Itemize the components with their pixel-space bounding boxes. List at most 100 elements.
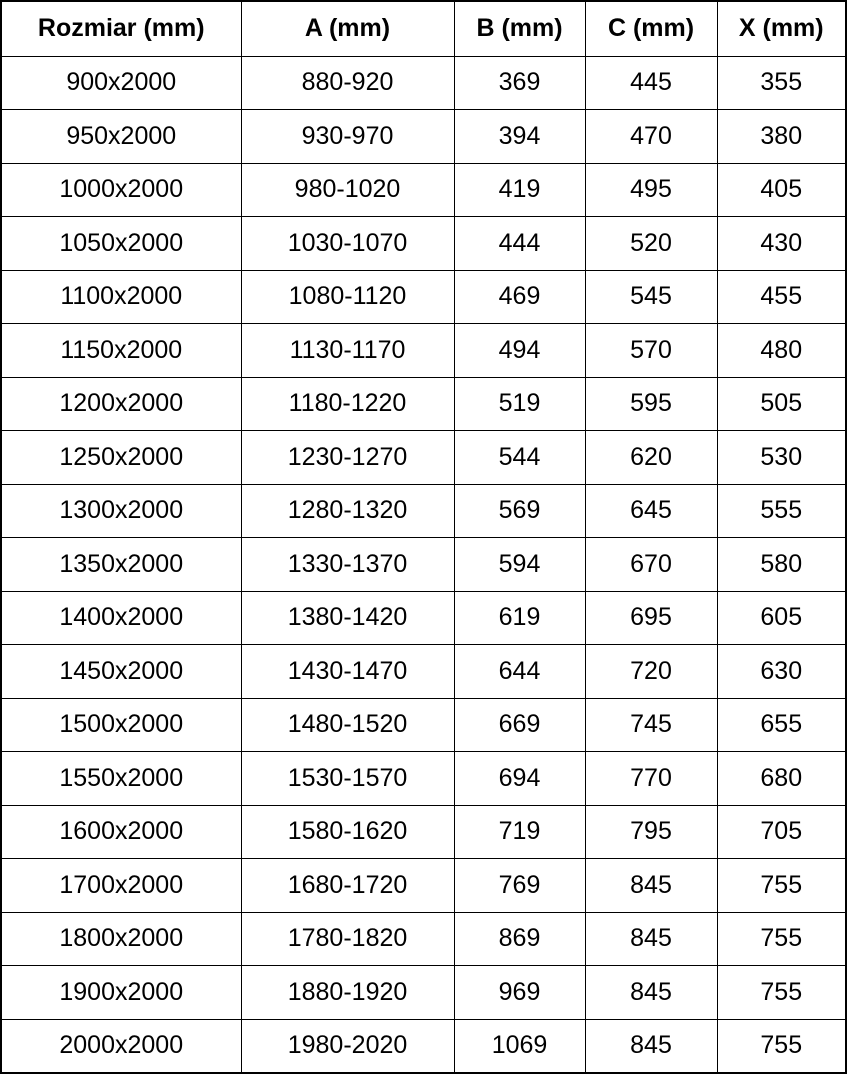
table-cell: 770	[584, 751, 718, 806]
table-cell: 950x2000	[0, 109, 242, 164]
table-cell: 1800x2000	[0, 911, 242, 966]
table-cell: 720	[584, 644, 718, 699]
table-row: 1400x2000 1380-1420 619 695 605	[0, 590, 847, 645]
table-cell: 845	[584, 911, 718, 966]
table-cell: 1000x2000	[0, 162, 242, 217]
table-row: 1300x2000 1280-1320 569 645 555	[0, 483, 847, 538]
table-cell: 480	[716, 323, 847, 378]
table-cell: 595	[584, 376, 718, 431]
column-header-b: B (mm)	[453, 0, 586, 57]
table-row: 950x2000 930-970 394 470 380	[0, 109, 847, 164]
table-cell: 695	[584, 590, 718, 645]
table-cell: 495	[584, 162, 718, 217]
table-cell: 369	[453, 55, 586, 110]
column-header-a: A (mm)	[240, 0, 455, 57]
table-row: 1000x2000 980-1020 419 495 405	[0, 162, 847, 217]
table-cell: 1780-1820	[240, 911, 455, 966]
table-cell: 980-1020	[240, 162, 455, 217]
column-header-c: C (mm)	[584, 0, 718, 57]
table-cell: 680	[716, 751, 847, 806]
table-cell: 2000x2000	[0, 1018, 242, 1073]
table-cell: 1530-1570	[240, 751, 455, 806]
table-row: 1900x2000 1880-1920 969 845 755	[0, 965, 847, 1020]
column-header-rozmiar: Rozmiar (mm)	[0, 0, 242, 57]
table-cell: 1250x2000	[0, 430, 242, 485]
table-cell: 1200x2000	[0, 376, 242, 431]
table-cell: 494	[453, 323, 586, 378]
table-cell: 444	[453, 216, 586, 271]
table-cell: 795	[584, 804, 718, 859]
table-cell: 930-970	[240, 109, 455, 164]
table-cell: 755	[716, 911, 847, 966]
table-cell: 745	[584, 697, 718, 752]
table-cell: 1980-2020	[240, 1018, 455, 1073]
table-row: 1600x2000 1580-1620 719 795 705	[0, 804, 847, 859]
table-cell: 1130-1170	[240, 323, 455, 378]
table-cell: 769	[453, 858, 586, 913]
table-cell: 845	[584, 965, 718, 1020]
table-cell: 969	[453, 965, 586, 1020]
table-cell: 1100x2000	[0, 269, 242, 324]
table-cell: 705	[716, 804, 847, 859]
table-cell: 545	[584, 269, 718, 324]
table-cell: 1069	[453, 1018, 586, 1073]
table-cell: 1500x2000	[0, 697, 242, 752]
table-row: 1700x2000 1680-1720 769 845 755	[0, 858, 847, 913]
table-cell: 620	[584, 430, 718, 485]
table-cell: 1880-1920	[240, 965, 455, 1020]
table-cell: 619	[453, 590, 586, 645]
table-cell: 419	[453, 162, 586, 217]
table-header: Rozmiar (mm) A (mm) B (mm) C (mm) X (mm)	[0, 0, 847, 57]
table-cell: 470	[584, 109, 718, 164]
table-cell: 1400x2000	[0, 590, 242, 645]
table-cell: 755	[716, 858, 847, 913]
table-row: 1350x2000 1330-1370 594 670 580	[0, 537, 847, 592]
table-cell: 1330-1370	[240, 537, 455, 592]
table-cell: 530	[716, 430, 847, 485]
table-cell: 1050x2000	[0, 216, 242, 271]
table-cell: 1550x2000	[0, 751, 242, 806]
table-cell: 520	[584, 216, 718, 271]
table-body: 900x2000 880-920 369 445 355 950x2000 93…	[0, 55, 847, 1073]
table-row: 1250x2000 1230-1270 544 620 530	[0, 430, 847, 485]
table-cell: 430	[716, 216, 847, 271]
table-cell: 645	[584, 483, 718, 538]
table-cell: 880-920	[240, 55, 455, 110]
table-row: 1800x2000 1780-1820 869 845 755	[0, 911, 847, 966]
table-cell: 655	[716, 697, 847, 752]
header-row: Rozmiar (mm) A (mm) B (mm) C (mm) X (mm)	[0, 0, 847, 57]
table-cell: 719	[453, 804, 586, 859]
table-cell: 570	[584, 323, 718, 378]
table-cell: 1280-1320	[240, 483, 455, 538]
table-cell: 519	[453, 376, 586, 431]
table-cell: 869	[453, 911, 586, 966]
table-cell: 505	[716, 376, 847, 431]
table-cell: 580	[716, 537, 847, 592]
table-cell: 544	[453, 430, 586, 485]
table-row: 1450x2000 1430-1470 644 720 630	[0, 644, 847, 699]
table-cell: 1580-1620	[240, 804, 455, 859]
table-cell: 380	[716, 109, 847, 164]
table-cell: 1230-1270	[240, 430, 455, 485]
table-cell: 455	[716, 269, 847, 324]
table-cell: 694	[453, 751, 586, 806]
table-cell: 405	[716, 162, 847, 217]
table-cell: 1480-1520	[240, 697, 455, 752]
table-cell: 1030-1070	[240, 216, 455, 271]
table-cell: 900x2000	[0, 55, 242, 110]
table-row: 1500x2000 1480-1520 669 745 655	[0, 697, 847, 752]
table-row: 1550x2000 1530-1570 694 770 680	[0, 751, 847, 806]
table-cell: 1450x2000	[0, 644, 242, 699]
table-row: 1100x2000 1080-1120 469 545 455	[0, 269, 847, 324]
table-row: 2000x2000 1980-2020 1069 845 755	[0, 1018, 847, 1073]
table-row: 1200x2000 1180-1220 519 595 505	[0, 376, 847, 431]
table-cell: 569	[453, 483, 586, 538]
table-cell: 1700x2000	[0, 858, 242, 913]
table-cell: 845	[584, 858, 718, 913]
table-row: 1150x2000 1130-1170 494 570 480	[0, 323, 847, 378]
table-cell: 355	[716, 55, 847, 110]
table-cell: 670	[584, 537, 718, 592]
table-cell: 605	[716, 590, 847, 645]
